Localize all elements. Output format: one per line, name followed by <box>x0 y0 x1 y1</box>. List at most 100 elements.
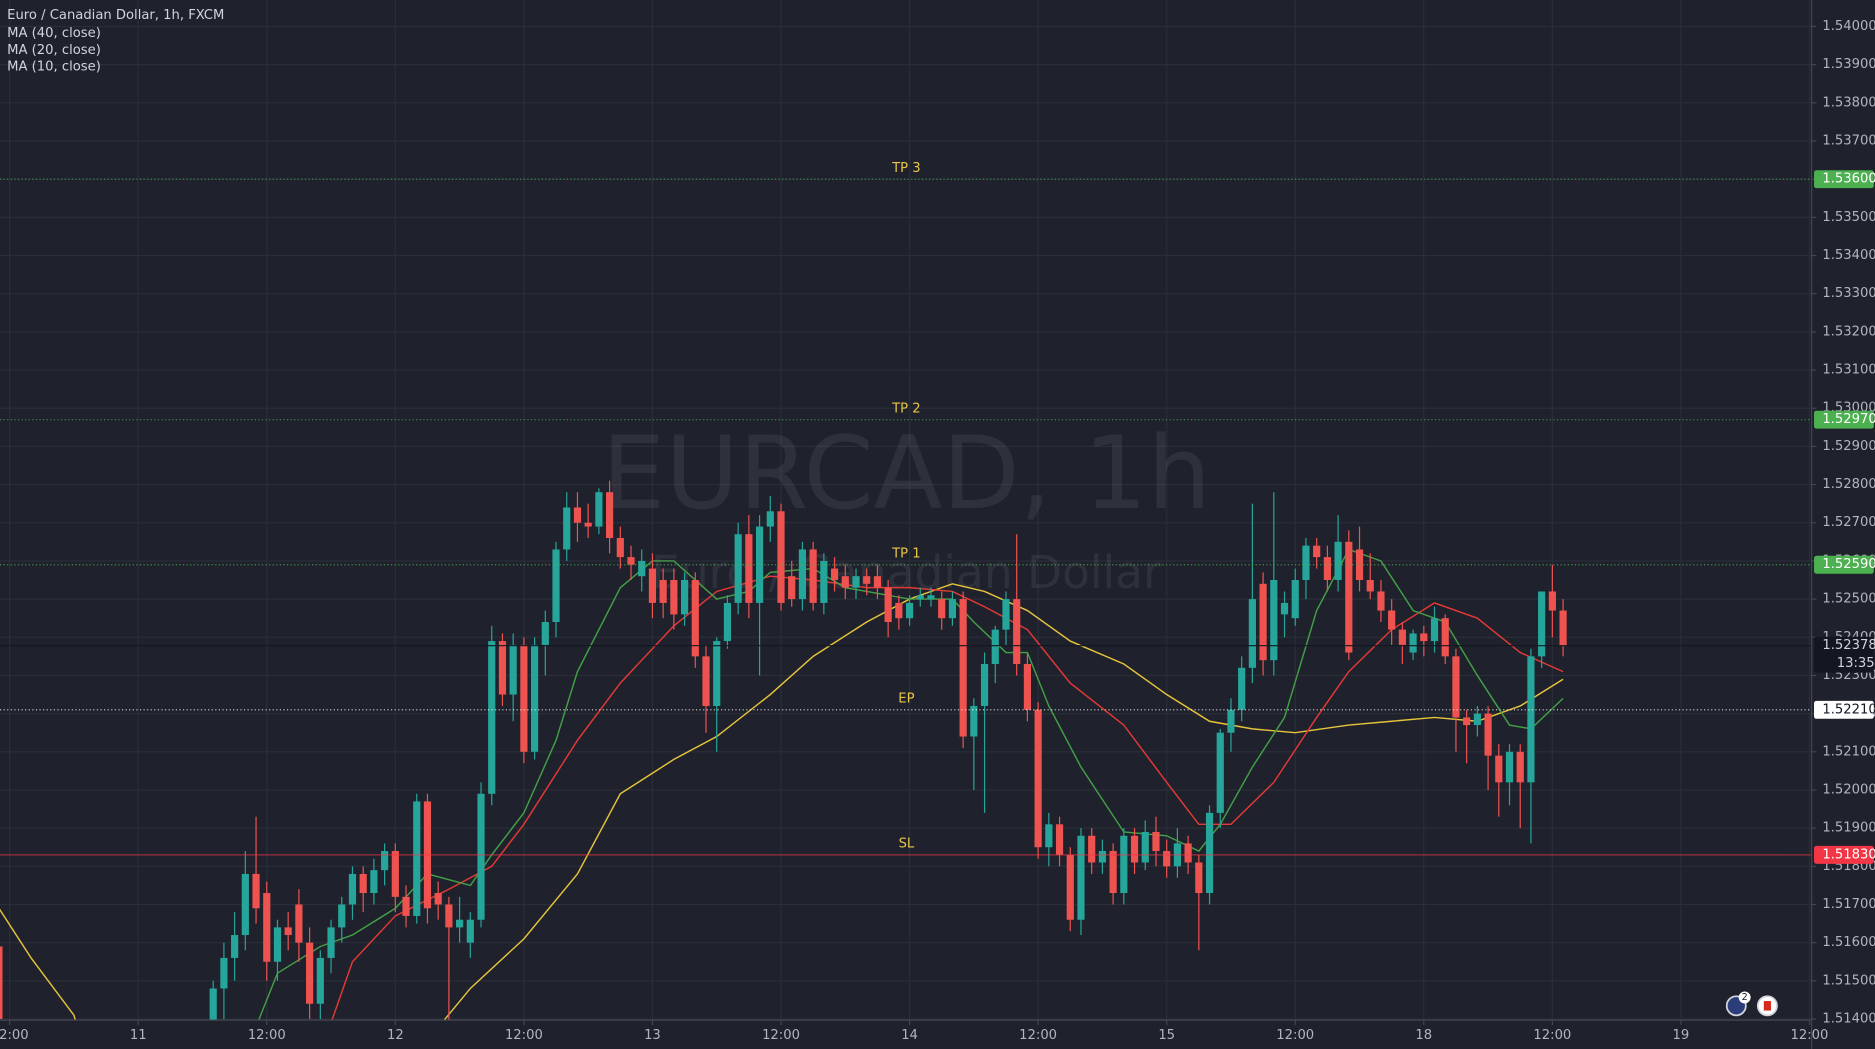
candle-body <box>1216 732 1224 813</box>
level-label: TP 3 <box>891 161 920 176</box>
x-tick-label: 14 <box>901 1028 918 1043</box>
candle-body <box>348 873 357 905</box>
candle-body <box>1184 843 1192 863</box>
candle-body <box>1066 854 1074 920</box>
candle-body <box>1248 599 1256 668</box>
candle-body <box>1045 824 1053 848</box>
candle-body <box>798 549 807 600</box>
candle-body <box>1302 545 1310 581</box>
candle-body <box>873 576 882 588</box>
candle-body <box>980 663 989 706</box>
candle-body <box>1313 545 1321 558</box>
candle-body <box>338 904 346 928</box>
candle-body <box>1259 583 1267 661</box>
y-tick-label: 1.51600 <box>1822 935 1875 950</box>
candle-body <box>680 580 689 615</box>
x-tick-label: 12:00 <box>1019 1028 1057 1043</box>
candle-body <box>413 801 421 916</box>
level-price-label: 1.52590 <box>1822 557 1875 572</box>
candle-body <box>370 870 378 894</box>
candle-body <box>659 580 667 603</box>
countdown-label: 13:35 <box>1837 656 1875 671</box>
level-label: TP 1 <box>891 546 920 561</box>
candle-body <box>1238 667 1246 710</box>
legend: MA (40, close) MA (20, close) MA (10, clos… <box>7 26 101 74</box>
ca-flag-leaf <box>1763 1001 1771 1011</box>
level-label: SL <box>899 837 915 852</box>
badge <box>1738 991 1751 1004</box>
level-price-label: 1.51830 <box>1822 847 1875 862</box>
y-tick-label: 1.53800 <box>1822 95 1875 110</box>
candle-body <box>734 534 742 603</box>
candle-body <box>1430 618 1439 642</box>
last-price-label: 1.52378 <box>1822 638 1875 653</box>
ma-line <box>331 575 1564 1021</box>
candle-body <box>863 576 871 584</box>
candle-body <box>220 957 228 989</box>
x-tick-label: 19 <box>1673 1028 1690 1043</box>
candle-body <box>1130 835 1139 863</box>
candle-body <box>1452 656 1460 718</box>
legend-entry: MA (40, close) <box>7 26 101 41</box>
y-tick-label: 1.53700 <box>1822 134 1875 149</box>
x-tick-label: 12:00 <box>0 1028 29 1043</box>
x-tick-label: 12:00 <box>505 1028 543 1043</box>
candle-body <box>1120 835 1128 894</box>
x-tick-label: 11 <box>130 1028 147 1043</box>
candle-body <box>573 507 582 523</box>
candle-body <box>1441 618 1449 657</box>
candle-body <box>295 904 303 943</box>
y-tick-label: 1.53400 <box>1822 248 1875 263</box>
candle-body <box>1559 610 1567 646</box>
watermark-symbol: EURCAD, 1h <box>602 415 1211 532</box>
y-tick-label: 1.52000 <box>1822 782 1875 797</box>
x-tick-label: 12:00 <box>1276 1028 1314 1043</box>
y-tick-label: 1.51400 <box>1822 1012 1875 1027</box>
y-tick-label: 1.52700 <box>1822 515 1875 530</box>
candle-body <box>359 873 367 894</box>
candle-body <box>938 599 946 619</box>
candle-body <box>1409 633 1417 653</box>
candle-body <box>391 851 399 897</box>
candle-body <box>670 580 678 615</box>
candle-body <box>263 893 271 962</box>
level-price-label: 1.52210 <box>1822 702 1875 717</box>
y-tick-label: 1.52900 <box>1822 439 1875 454</box>
candle-body <box>723 602 732 642</box>
candle-body <box>0 946 3 1020</box>
candle-body <box>1270 580 1278 661</box>
y-tick-label: 1.53900 <box>1822 57 1875 72</box>
candle-body <box>445 904 453 928</box>
event-icons[interactable]: 2 <box>1725 991 1778 1017</box>
candle-body <box>1077 835 1085 920</box>
candle-body <box>1163 851 1171 867</box>
candle-body <box>306 942 314 1004</box>
candle-body <box>777 511 785 603</box>
candle-body <box>1034 709 1042 848</box>
candle-body <box>1420 633 1428 642</box>
y-tick-label: 1.52500 <box>1822 592 1875 607</box>
candle-body <box>466 919 474 943</box>
candle-body <box>830 568 839 581</box>
candle-body <box>1152 831 1160 852</box>
y-tick-label: 1.51900 <box>1822 821 1875 836</box>
candle-body <box>1109 851 1117 894</box>
level-price-tag <box>1814 170 1874 189</box>
x-tick-label: 18 <box>1415 1028 1432 1043</box>
candle-body <box>638 560 646 577</box>
candle-body <box>788 576 796 600</box>
candle-body <box>1323 557 1331 581</box>
level-price-label: 1.52970 <box>1822 412 1875 427</box>
y-tick-label: 1.54000 <box>1822 19 1875 34</box>
candle-body <box>1098 851 1106 863</box>
candle-body <box>1516 751 1524 783</box>
candle-body <box>402 896 410 916</box>
candle-body <box>1463 717 1471 726</box>
candle-body <box>627 557 635 565</box>
candle-body <box>584 522 592 527</box>
candle-body <box>745 534 753 603</box>
candle-body <box>1366 580 1374 592</box>
candle-body <box>552 549 560 623</box>
level-price-tag <box>1814 410 1874 429</box>
